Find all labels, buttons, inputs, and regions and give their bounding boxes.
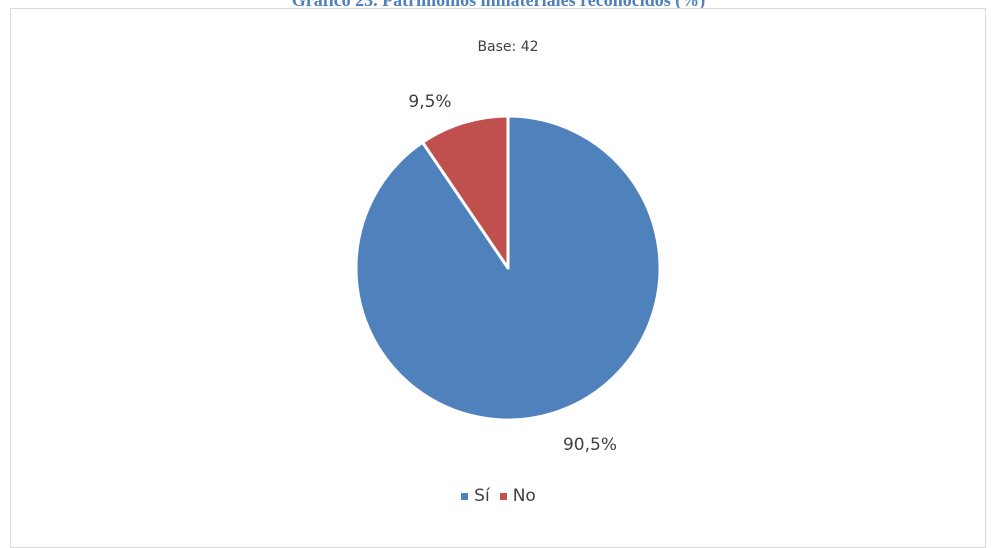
data-label-si: 90,5%: [563, 435, 617, 455]
legend-item-si: Sí: [461, 486, 490, 506]
legend-label-si: Sí: [474, 486, 490, 506]
pie-data-labels: 90,5% 9,5%: [408, 92, 617, 455]
document-caption: Gráfico 23. Patrimonios inmateriales rec…: [291, 0, 706, 10]
chart-legend: Sí No: [0, 486, 997, 506]
pie-slice-no: [421, 114, 510, 270]
pie-chart: Base: 42 90,5% 9,5%: [354, 39, 662, 455]
pie-slices: [354, 114, 662, 422]
data-label-no: 9,5%: [408, 92, 451, 112]
chart-title: Base: 42: [477, 39, 538, 55]
legend-label-no: No: [512, 486, 536, 506]
legend-item-no: No: [499, 486, 536, 506]
legend-swatch-si: [461, 492, 469, 500]
legend-swatch-no: [499, 492, 507, 500]
